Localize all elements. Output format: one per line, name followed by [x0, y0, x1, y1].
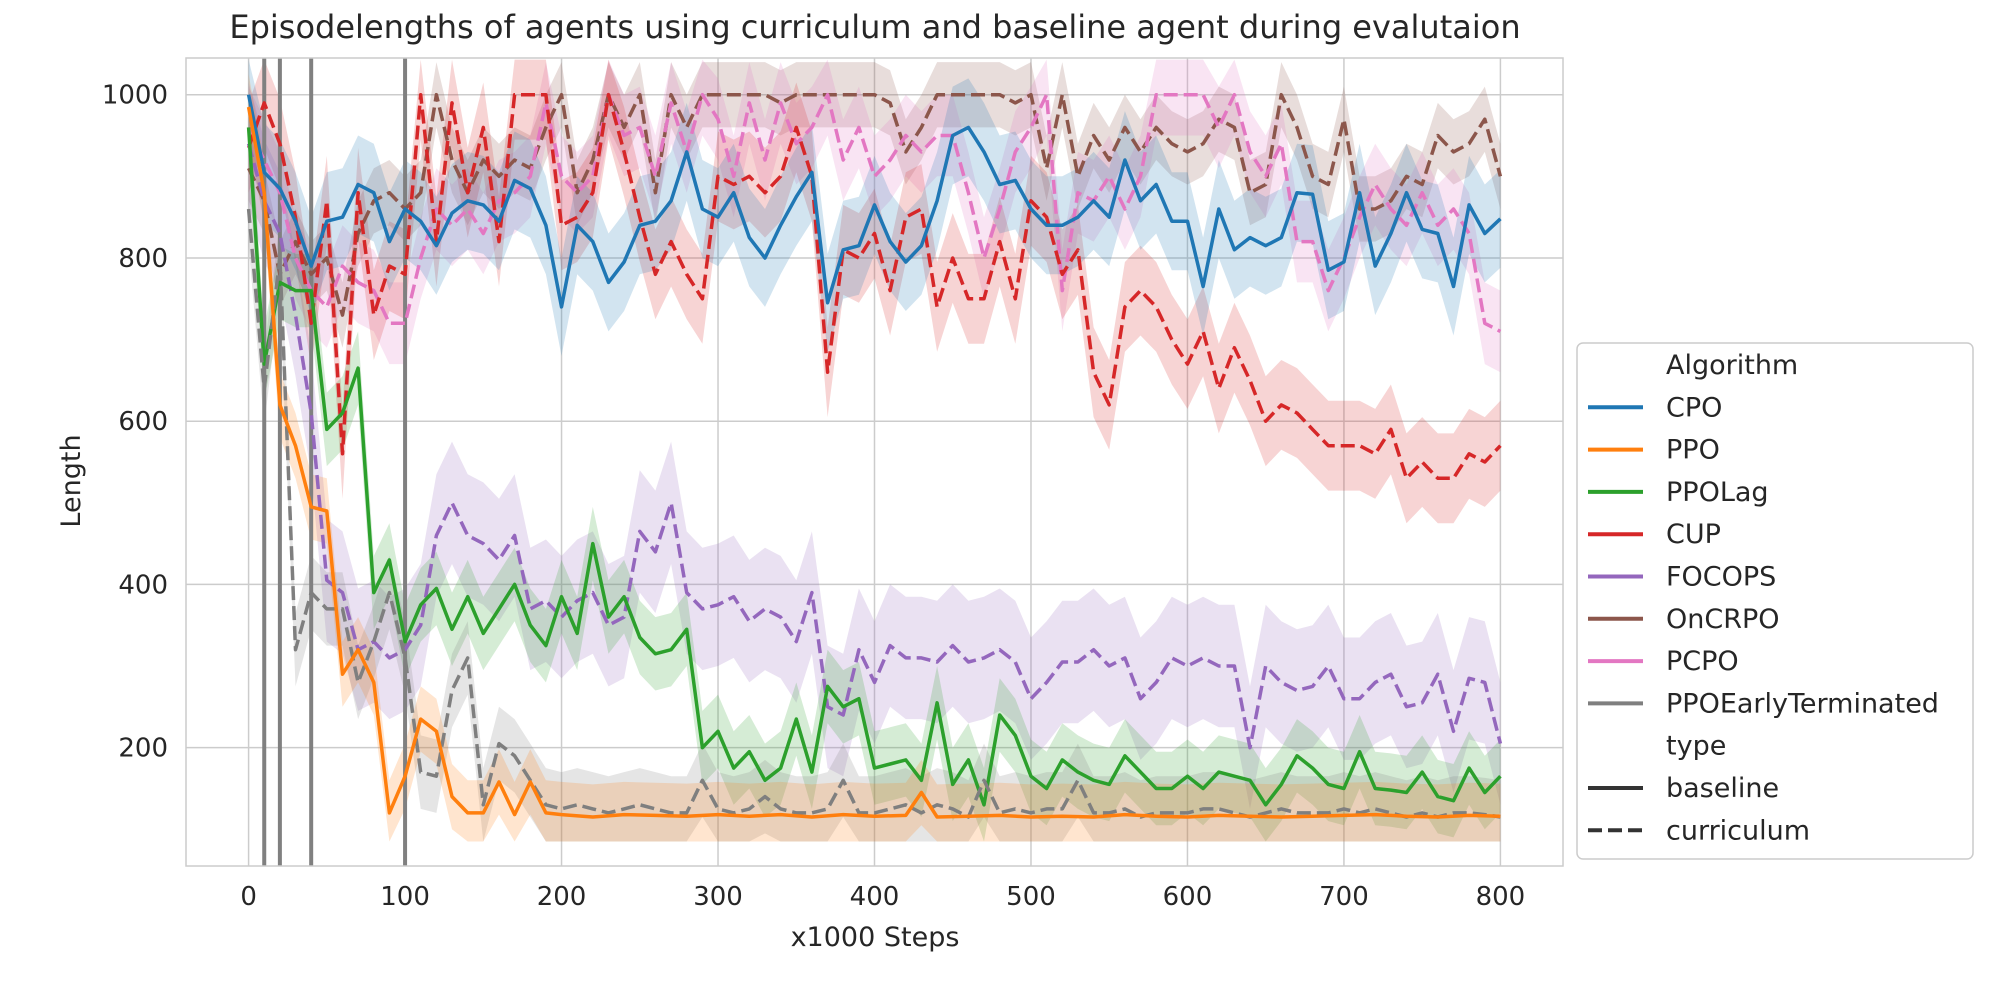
band-cup	[248, 59, 1501, 524]
x-tick-label: 300	[693, 882, 743, 912]
y-tick-label: 400	[118, 570, 168, 600]
legend-label-ppolag: PPOLag	[1666, 477, 1769, 508]
x-tick-label: 600	[1163, 882, 1213, 912]
band-focops	[248, 82, 1501, 809]
legend-label-oncrpo: OnCRPO	[1666, 604, 1780, 635]
legend-label-baseline: baseline	[1666, 773, 1779, 804]
y-tick-label: 600	[118, 407, 168, 437]
legend-label-curriculum: curriculum	[1666, 815, 1810, 846]
band-ppoearlyterminated	[248, 172, 1501, 842]
y-tick-labels: 200 400 600 800 1000	[102, 81, 168, 764]
series-line-cup	[246, 92, 1502, 481]
y-tick-label: 200	[118, 734, 168, 764]
legend-title-type: type	[1666, 731, 1726, 762]
band-ppolag	[248, 90, 1501, 842]
plot-frame	[185, 57, 1564, 867]
legend-label-pcpo: PCPO	[1666, 646, 1739, 677]
legend: Algorithm CPO PPO PPOLag CUP FOCOPS OnCRPO PCPO…	[1576, 342, 1974, 860]
x-tick-label: 400	[850, 882, 900, 912]
x-tick-label: 800	[1476, 882, 1526, 912]
x-tick-label: 100	[380, 882, 430, 912]
legend-label-focops: FOCOPS	[1666, 562, 1776, 593]
x-tick-label: 700	[1319, 882, 1369, 912]
band-oncrpo	[248, 62, 1501, 348]
series-line-ppoearlyterminated	[246, 208, 1501, 819]
x-tick-label: 0	[240, 882, 257, 912]
series-line-cpo	[246, 94, 1502, 309]
series-lines	[246, 92, 1503, 819]
y-tick-label: 800	[118, 244, 168, 274]
legend-box	[1576, 342, 1974, 860]
x-tick-label: 500	[1006, 882, 1056, 912]
series-line-ppolag	[246, 127, 1502, 807]
legend-label-cup: CUP	[1666, 519, 1721, 550]
y-axis-label: Length	[56, 434, 87, 527]
series-line-oncrpo	[247, 92, 1503, 317]
legend-label-ppoearlyterminated: PPOEarlyTerminated	[1666, 688, 1939, 719]
x-tick-labels: 0 100 200 300 400 500 600 700 800	[240, 882, 1525, 912]
legend-label-cpo: CPO	[1666, 392, 1722, 423]
series-line-focops	[246, 143, 1503, 750]
x-axis-label: x1000 Steps	[791, 922, 960, 953]
series-line-ppo	[246, 106, 1501, 819]
legend-title-algorithm: Algorithm	[1666, 350, 1798, 381]
legend-label-ppo: PPO	[1666, 435, 1720, 466]
chart-title: Episodelengths of agents using curriculu…	[229, 8, 1520, 46]
x-tick-label: 200	[537, 882, 587, 912]
band-pcpo	[248, 59, 1501, 373]
y-tick-label: 1000	[102, 81, 168, 111]
